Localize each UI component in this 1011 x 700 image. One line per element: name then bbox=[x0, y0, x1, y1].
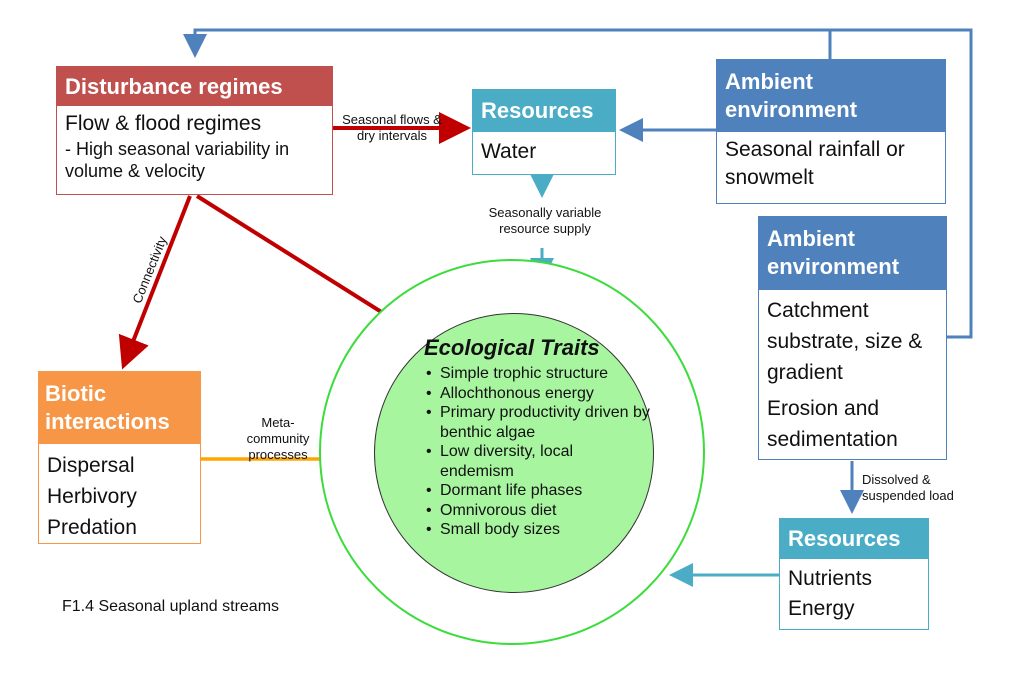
metacommunity-label: Meta-community processes bbox=[246, 415, 310, 462]
ambient-catchment-box: Ambient environment Catchment substrate,… bbox=[758, 216, 947, 460]
seasonal-flows-label: Seasonal flows & dry intervals bbox=[342, 112, 442, 143]
trait-item: Omnivorous diet bbox=[420, 501, 650, 521]
trait-item: Low diversity, local endemism bbox=[420, 442, 650, 481]
ambient-rainfall-box: Ambient environment Seasonal rainfall or… bbox=[716, 59, 946, 204]
ambient-rainfall-title: Ambient environment bbox=[717, 60, 945, 132]
resource-supply-label: Seasonally variable resource supply bbox=[488, 205, 602, 236]
biotic-line: Herbivory bbox=[47, 485, 137, 508]
resources-water-line1: Water bbox=[481, 140, 537, 163]
resources-water-title: Resources bbox=[473, 90, 615, 132]
biotic-title: Biotic interactions bbox=[39, 372, 200, 444]
biotic-line: Predation bbox=[47, 516, 137, 539]
resources-nutrients-title: Resources bbox=[780, 519, 928, 559]
ambient-catchment-line1: Catchment substrate, size & gradient bbox=[767, 299, 923, 384]
trait-item: Dormant life phases bbox=[420, 481, 650, 501]
disturbance-line1: Flow & flood regimes bbox=[65, 112, 262, 135]
resources-water-box: Resources Water bbox=[472, 89, 616, 175]
disturbance-box: Disturbance regimes Flow & flood regimes… bbox=[56, 66, 333, 195]
connectivity-arrow bbox=[118, 195, 192, 370]
traits-list: Simple trophic structure Allochthonous e… bbox=[420, 364, 650, 540]
dissolved-label: Dissolved & suspended load bbox=[862, 472, 954, 503]
figure-caption: F1.4 Seasonal upland streams bbox=[62, 598, 280, 615]
trait-item: Primary productivity driven by benthic a… bbox=[420, 403, 650, 442]
trait-item: Small body sizes bbox=[420, 520, 650, 540]
trait-item: Simple trophic structure bbox=[420, 364, 650, 384]
biotic-line: Dispersal bbox=[47, 454, 135, 477]
ambient-rainfall-line1: Seasonal rainfall or snowmelt bbox=[725, 138, 905, 189]
resources-nutrients-line: Energy bbox=[788, 597, 855, 620]
traits-title: Ecological Traits bbox=[424, 335, 600, 360]
traits-list-block: Ecological Traits Simple trophic structu… bbox=[420, 334, 650, 540]
ambient-catchment-title: Ambient environment bbox=[759, 217, 946, 290]
disturbance-line2: - High seasonal variability in volume & … bbox=[65, 139, 290, 181]
disturbance-title: Disturbance regimes bbox=[57, 67, 332, 106]
ambient-catchment-line2: Erosion and sedimentation bbox=[767, 397, 898, 451]
resources-nutrients-line: Nutrients bbox=[788, 567, 873, 590]
trait-item: Allochthonous energy bbox=[420, 384, 650, 404]
resources-nutrients-box: Resources Nutrients Energy bbox=[779, 518, 929, 630]
biotic-box: Biotic interactions Dispersal Herbivory … bbox=[38, 371, 201, 544]
